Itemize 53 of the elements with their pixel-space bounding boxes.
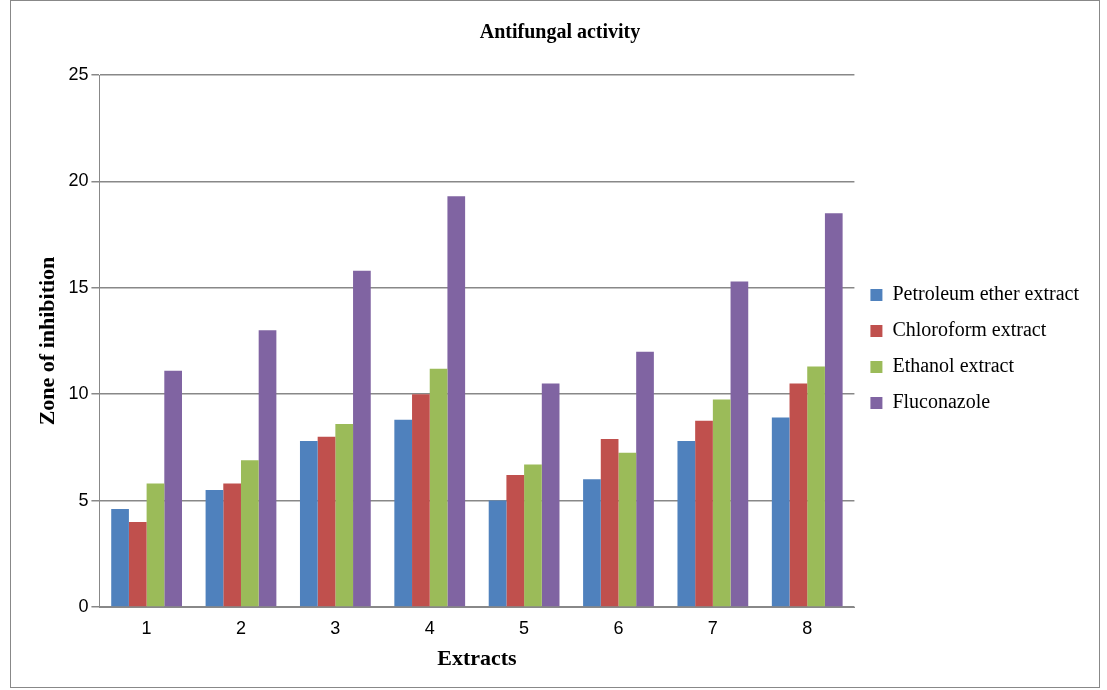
bar — [429, 368, 448, 607]
x-axis-title: Extracts — [437, 645, 518, 671]
bar — [111, 509, 129, 607]
x-tick-label: 1 — [141, 617, 152, 638]
bar — [712, 399, 731, 607]
bar — [771, 417, 790, 607]
y-tick-label: 15 — [68, 276, 89, 297]
bar — [677, 441, 696, 607]
bar — [636, 351, 654, 607]
legend-label: Chloroform extract — [892, 318, 1047, 341]
bar — [128, 521, 147, 607]
bar — [618, 452, 637, 607]
bar — [789, 383, 808, 607]
bar — [258, 330, 277, 607]
chart-title: Antifungal activity — [479, 20, 641, 44]
x-tick-label: 5 — [519, 617, 530, 638]
bar — [240, 460, 259, 607]
legend-label: Fluconazole — [892, 390, 991, 413]
bar — [223, 483, 241, 607]
legend-label: Ethanol extract — [892, 354, 1015, 377]
bar — [394, 419, 413, 607]
bar — [807, 366, 825, 607]
bar — [730, 281, 749, 607]
bar — [695, 420, 713, 607]
bar — [335, 423, 354, 607]
y-tick-label: 5 — [78, 489, 89, 510]
bar — [583, 479, 601, 607]
bar — [488, 500, 507, 607]
y-tick-label: 25 — [68, 63, 89, 84]
bar — [164, 370, 182, 607]
bar — [146, 483, 165, 607]
x-tick-label: 3 — [330, 617, 341, 638]
bar — [447, 196, 466, 607]
bar — [299, 441, 318, 607]
x-tick-label: 4 — [424, 617, 435, 638]
y-tick-label: 20 — [68, 170, 89, 191]
legend-label: Petroleum ether extract — [892, 282, 1080, 305]
y-tick-label: 0 — [78, 595, 89, 616]
x-tick-label: 7 — [707, 617, 718, 638]
x-tick-label: 6 — [613, 617, 624, 638]
bar — [600, 438, 619, 607]
bar — [824, 213, 843, 607]
x-tick-label: 2 — [235, 617, 246, 638]
bar — [506, 475, 525, 607]
y-tick-label: 10 — [68, 383, 89, 404]
x-tick-label: 8 — [802, 617, 813, 638]
y-axis-title: Zone of inhibition — [33, 256, 59, 426]
bar — [412, 394, 430, 607]
bar — [353, 270, 371, 607]
bar — [317, 436, 336, 607]
bar — [541, 383, 560, 607]
bar — [205, 489, 224, 607]
bar — [524, 464, 542, 607]
